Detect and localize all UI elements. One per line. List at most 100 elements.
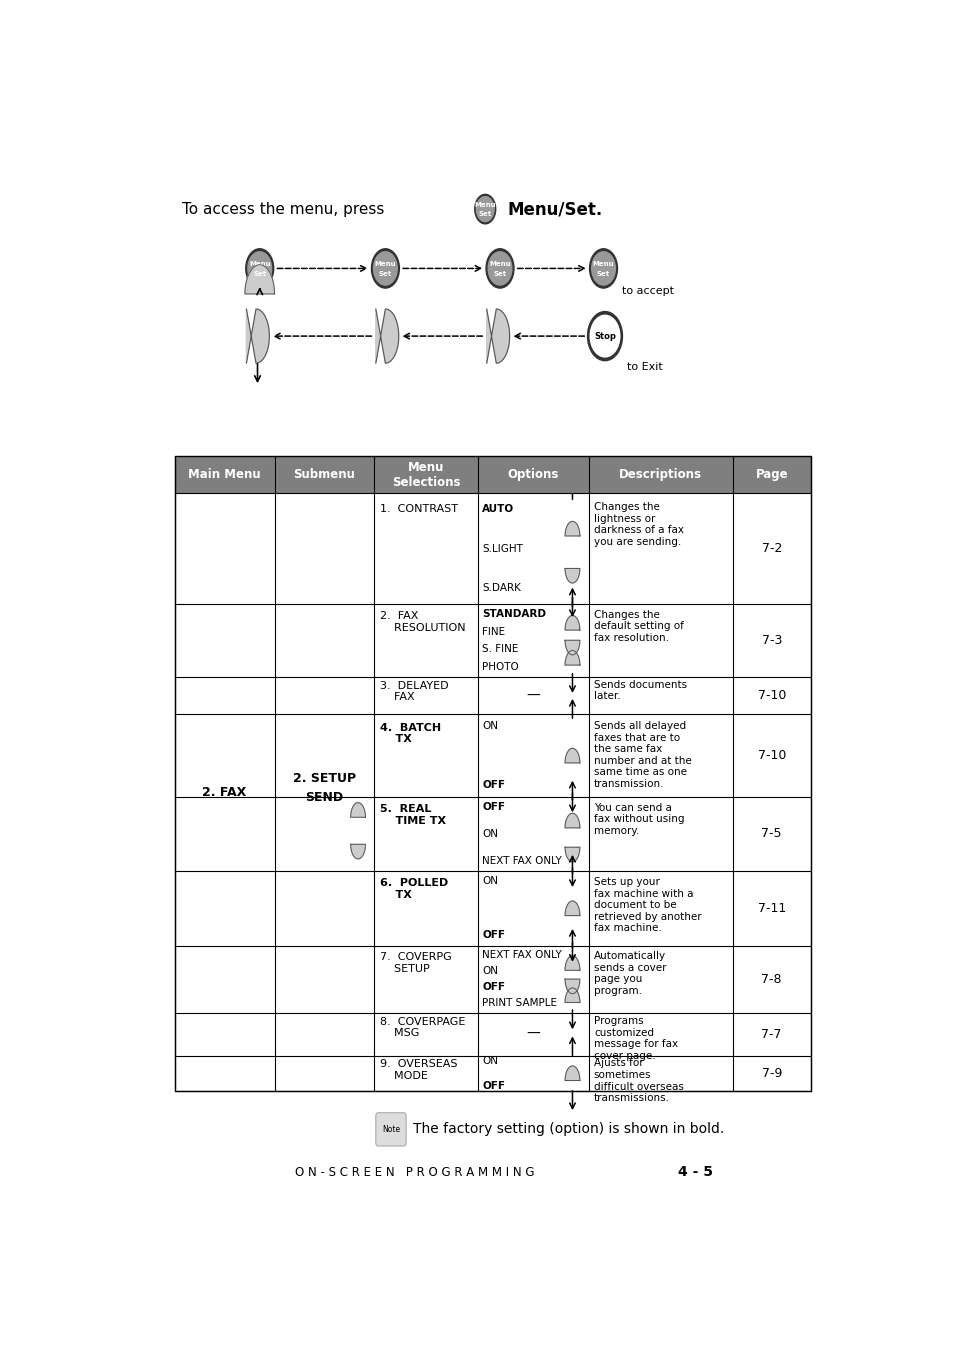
Text: Menu: Menu — [375, 261, 395, 268]
Circle shape — [371, 249, 399, 288]
Text: NEXT FAX ONLY: NEXT FAX ONLY — [482, 856, 561, 865]
Text: Changes the
lightness or
darkness of a fax
you are sending.: Changes the lightness or darkness of a f… — [594, 502, 683, 548]
Polygon shape — [564, 814, 579, 827]
Text: to accept: to accept — [621, 287, 674, 296]
Polygon shape — [564, 749, 579, 763]
Text: Sends all delayed
faxes that are to
the same fax
number and at the
same time as : Sends all delayed faxes that are to the … — [594, 721, 691, 790]
Polygon shape — [486, 310, 509, 364]
Text: Sends documents
later.: Sends documents later. — [594, 680, 686, 702]
Polygon shape — [246, 310, 269, 364]
Circle shape — [587, 311, 621, 361]
Polygon shape — [351, 844, 365, 859]
Text: 2.  FAX
    RESOLUTION: 2. FAX RESOLUTION — [380, 611, 465, 633]
Text: 7-10: 7-10 — [757, 749, 785, 763]
Text: Stop: Stop — [594, 331, 616, 341]
Text: 7.  COVERPG
    SETUP: 7. COVERPG SETUP — [380, 952, 452, 973]
Circle shape — [590, 315, 619, 357]
Text: To access the menu, press: To access the menu, press — [182, 201, 384, 216]
Text: 5.  REAL
    TIME TX: 5. REAL TIME TX — [380, 804, 446, 826]
Polygon shape — [564, 956, 579, 971]
Text: The factory setting (option) is shown in bold.: The factory setting (option) is shown in… — [413, 1122, 723, 1137]
Circle shape — [248, 251, 272, 285]
Polygon shape — [375, 310, 398, 364]
Text: Set: Set — [478, 211, 492, 218]
Text: S.DARK: S.DARK — [482, 583, 520, 594]
Polygon shape — [564, 900, 579, 915]
Text: Menu/Set.: Menu/Set. — [507, 200, 602, 218]
Text: O N - S C R E E N   P R O G R A M M I N G: O N - S C R E E N P R O G R A M M I N G — [294, 1165, 535, 1179]
Text: ON: ON — [482, 967, 497, 976]
Text: PRINT SAMPLE: PRINT SAMPLE — [482, 998, 557, 1009]
Text: 9.  OVERSEAS
    MODE: 9. OVERSEAS MODE — [380, 1059, 457, 1080]
Text: S. FINE: S. FINE — [482, 644, 518, 654]
Text: 6.  POLLED
    TX: 6. POLLED TX — [380, 879, 448, 900]
Circle shape — [589, 249, 617, 288]
Text: S.LIGHT: S.LIGHT — [482, 544, 522, 553]
Text: 7-9: 7-9 — [760, 1067, 781, 1080]
Polygon shape — [564, 615, 579, 630]
Circle shape — [475, 195, 496, 224]
Text: 7-3: 7-3 — [760, 634, 781, 646]
Text: STANDARD: STANDARD — [482, 608, 546, 619]
Text: ON: ON — [482, 829, 497, 838]
Text: OFF: OFF — [482, 802, 505, 813]
Text: Menu: Menu — [474, 201, 496, 208]
Text: Menu
Selections: Menu Selections — [392, 461, 460, 488]
Text: Set: Set — [378, 270, 392, 277]
Polygon shape — [564, 568, 579, 583]
Text: Main Menu: Main Menu — [188, 468, 261, 481]
Polygon shape — [564, 979, 579, 994]
Text: PHOTO: PHOTO — [482, 661, 518, 672]
Text: 7-7: 7-7 — [760, 1028, 781, 1041]
Text: SEND: SEND — [305, 791, 343, 804]
Text: Set: Set — [253, 270, 266, 277]
Polygon shape — [564, 650, 579, 665]
Text: Programs
customized
message for fax
cover page.: Programs customized message for fax cove… — [594, 1015, 678, 1061]
Text: OFF: OFF — [482, 930, 505, 940]
Text: OFF: OFF — [482, 1080, 505, 1091]
Text: Menu: Menu — [592, 261, 614, 268]
Polygon shape — [564, 1065, 579, 1080]
Circle shape — [246, 249, 274, 288]
Text: Page: Page — [755, 468, 787, 481]
Polygon shape — [564, 641, 579, 654]
Text: Descriptions: Descriptions — [618, 468, 701, 481]
Text: Menu: Menu — [489, 261, 510, 268]
Text: 1.  CONTRAST: 1. CONTRAST — [380, 504, 457, 514]
Text: 7-8: 7-8 — [760, 972, 781, 986]
Text: OFF: OFF — [482, 982, 505, 992]
Text: 7-11: 7-11 — [757, 902, 785, 915]
Text: 4.  BATCH
    TX: 4. BATCH TX — [380, 722, 441, 744]
Text: You can send a
fax without using
memory.: You can send a fax without using memory. — [594, 803, 683, 836]
Text: Options: Options — [507, 468, 558, 481]
Text: 7-2: 7-2 — [760, 542, 781, 556]
Text: 7-10: 7-10 — [757, 690, 785, 702]
Polygon shape — [245, 265, 274, 293]
FancyBboxPatch shape — [375, 1113, 406, 1146]
Text: Set: Set — [597, 270, 610, 277]
Text: ON: ON — [482, 876, 497, 887]
Text: 8.  COVERPAGE
    MSG: 8. COVERPAGE MSG — [380, 1017, 465, 1038]
Text: 4 - 5: 4 - 5 — [678, 1165, 713, 1179]
Text: —: — — [526, 1028, 539, 1041]
Text: ON: ON — [482, 1056, 497, 1065]
Text: OFF: OFF — [482, 780, 505, 791]
Circle shape — [374, 251, 396, 285]
Bar — [174, 456, 810, 1091]
Text: to Exit: to Exit — [626, 362, 662, 372]
Polygon shape — [351, 803, 365, 817]
Circle shape — [476, 196, 494, 222]
Circle shape — [488, 251, 512, 285]
Bar — [174, 456, 810, 493]
Polygon shape — [564, 848, 579, 861]
Text: NEXT FAX ONLY: NEXT FAX ONLY — [482, 950, 561, 960]
Text: Set: Set — [493, 270, 506, 277]
Text: Automatically
sends a cover
page you
program.: Automatically sends a cover page you pro… — [594, 950, 666, 996]
Text: Menu: Menu — [249, 261, 271, 268]
Text: 7-5: 7-5 — [760, 827, 781, 841]
Text: Submenu: Submenu — [294, 468, 355, 481]
Text: Sets up your
fax machine with a
document to be
retrieved by another
fax machine.: Sets up your fax machine with a document… — [594, 877, 700, 933]
Text: —: — — [526, 688, 539, 703]
Text: ON: ON — [482, 721, 497, 731]
Text: FINE: FINE — [482, 626, 505, 637]
